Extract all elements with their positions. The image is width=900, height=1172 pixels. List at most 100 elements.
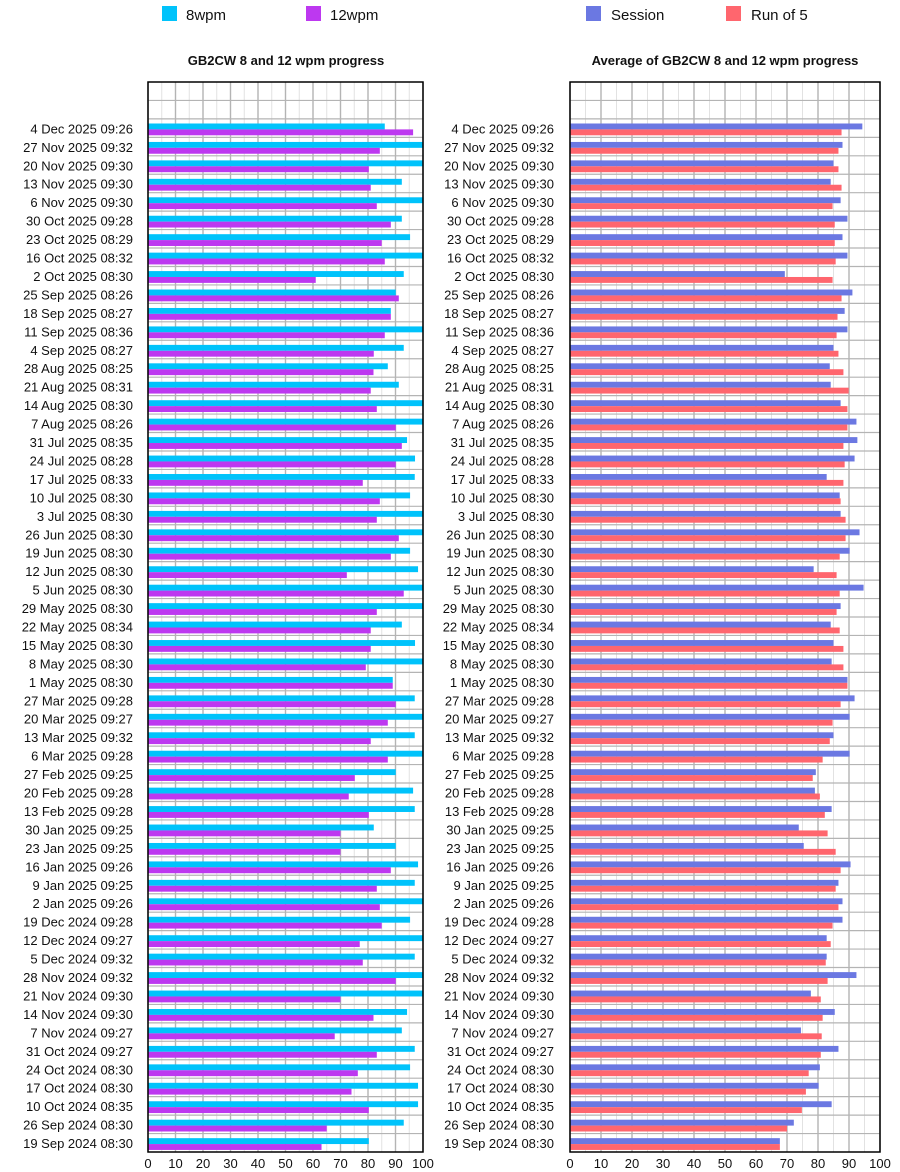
bar-run-of-5: [570, 535, 846, 542]
y-tick-label: 28 Aug 2025 08:25: [445, 361, 554, 376]
bar-session: [570, 474, 827, 480]
x-tick-label: 100: [412, 1156, 434, 1171]
bar-12wpm: [148, 609, 377, 615]
bar-run-of-5: [570, 664, 844, 671]
y-tick-label: 13 Nov 2025 09:30: [23, 177, 133, 192]
bar-12wpm: [148, 682, 393, 689]
bar-session: [570, 732, 834, 739]
y-tick-label: 30 Oct 2025 09:28: [26, 214, 133, 229]
bar-session: [570, 584, 864, 591]
y-tick-label: 19 Dec 2024 09:28: [444, 915, 554, 930]
y-tick-label: 24 Jul 2025 08:28: [451, 453, 554, 468]
legend-swatch-12wpm: [306, 6, 321, 21]
bar-run-of-5: [570, 276, 833, 283]
bar-session: [570, 1009, 835, 1015]
bar-session: [570, 750, 850, 757]
legend-label-run-of-5: Run of 5: [751, 7, 808, 24]
y-tick-label: 6 Nov 2025 09:30: [30, 195, 133, 210]
bar-8wpm: [148, 584, 423, 591]
bar-12wpm: [148, 203, 377, 210]
bar-session: [570, 972, 857, 979]
bar-session: [570, 1082, 819, 1089]
bar-8wpm: [148, 437, 408, 444]
bar-session: [570, 400, 841, 407]
x-tick-label: 10: [594, 1156, 608, 1171]
y-tick-label: 19 Jun 2025 08:30: [446, 546, 554, 561]
x-tick-label: 90: [388, 1156, 402, 1171]
x-tick-label: 80: [361, 1156, 375, 1171]
bar-run-of-5: [570, 775, 813, 781]
y-tick-label: 22 May 2025 08:34: [443, 620, 554, 635]
y-tick-label: 15 May 2025 08:30: [443, 638, 554, 653]
bar-run-of-5: [570, 1125, 787, 1132]
y-tick-label: 27 Mar 2025 09:28: [24, 693, 133, 708]
bar-session: [570, 566, 814, 573]
bar-run-of-5: [570, 313, 838, 320]
y-tick-label: 17 Oct 2024 08:30: [447, 1081, 554, 1096]
y-tick-label: 14 Nov 2024 09:30: [23, 1007, 133, 1022]
bar-8wpm: [148, 160, 423, 167]
bar-12wpm: [148, 498, 380, 505]
bar-run-of-5: [570, 387, 849, 394]
bar-session: [570, 806, 832, 812]
bar-8wpm: [148, 363, 388, 370]
bar-run-of-5: [570, 295, 842, 302]
x-tick-label: 100: [869, 1156, 891, 1171]
bar-session: [570, 621, 831, 628]
bar-12wpm: [148, 332, 385, 339]
bar-session: [570, 787, 815, 794]
plot-frame: [569, 81, 881, 1153]
y-tick-label: 17 Oct 2024 08:30: [26, 1081, 133, 1096]
bar-8wpm: [148, 935, 423, 942]
bar-12wpm: [148, 166, 369, 173]
bar-8wpm: [148, 289, 396, 296]
bar-8wpm: [148, 197, 423, 204]
bar-12wpm: [148, 516, 377, 523]
y-tick-label: 11 Sep 2025 08:36: [445, 324, 554, 339]
x-tick-label: 20: [196, 1156, 210, 1171]
y-tick-label: 24 Jul 2025 08:28: [30, 453, 133, 468]
bar-12wpm: [148, 719, 388, 726]
bar-session: [570, 363, 830, 370]
bar-12wpm: [148, 959, 363, 966]
bar-8wpm: [148, 824, 374, 831]
bar-8wpm: [148, 178, 402, 185]
y-tick-label: 10 Jul 2025 08:30: [30, 490, 133, 505]
bar-12wpm: [148, 1125, 327, 1132]
bar-session: [570, 307, 845, 314]
bar-8wpm: [148, 769, 396, 776]
bar-8wpm: [148, 603, 423, 610]
bar-8wpm: [148, 640, 416, 646]
bar-12wpm: [148, 1088, 352, 1095]
bar-8wpm: [148, 972, 423, 979]
bar-8wpm: [148, 1045, 415, 1052]
bar-12wpm: [148, 848, 341, 855]
bar-8wpm: [148, 676, 393, 683]
y-tick-label: 16 Jan 2025 09:26: [25, 859, 133, 874]
y-tick-label: 8 May 2025 08:30: [29, 656, 133, 671]
bar-12wpm: [148, 240, 382, 246]
bar-12wpm: [148, 572, 347, 579]
y-tick-label: 19 Dec 2024 09:28: [23, 915, 133, 930]
bar-session: [570, 861, 851, 868]
bar-8wpm: [148, 695, 415, 702]
y-tick-label: 20 Nov 2025 09:30: [23, 158, 133, 173]
bar-run-of-5: [570, 516, 846, 523]
bar-12wpm: [148, 276, 316, 283]
bar-session: [570, 326, 848, 333]
bar-session: [570, 547, 850, 554]
bar-8wpm: [148, 1119, 404, 1126]
bar-8wpm: [148, 787, 414, 794]
bar-12wpm: [148, 1014, 374, 1021]
bar-run-of-5: [570, 756, 823, 763]
y-tick-label: 4 Sep 2025 08:27: [451, 343, 554, 358]
legend-label-session: Session: [611, 7, 664, 24]
bar-12wpm: [148, 184, 371, 191]
y-tick-label: 16 Jan 2025 09:26: [446, 859, 554, 874]
y-tick-label: 14 Nov 2024 09:30: [444, 1007, 554, 1022]
bar-run-of-5: [570, 719, 833, 726]
y-tick-label: 18 Sep 2025 08:27: [444, 306, 554, 321]
y-tick-label: 15 May 2025 08:30: [22, 638, 133, 653]
y-tick-label: 16 Oct 2025 08:32: [447, 251, 554, 266]
y-tick-label: 9 Jan 2025 09:25: [33, 878, 133, 893]
